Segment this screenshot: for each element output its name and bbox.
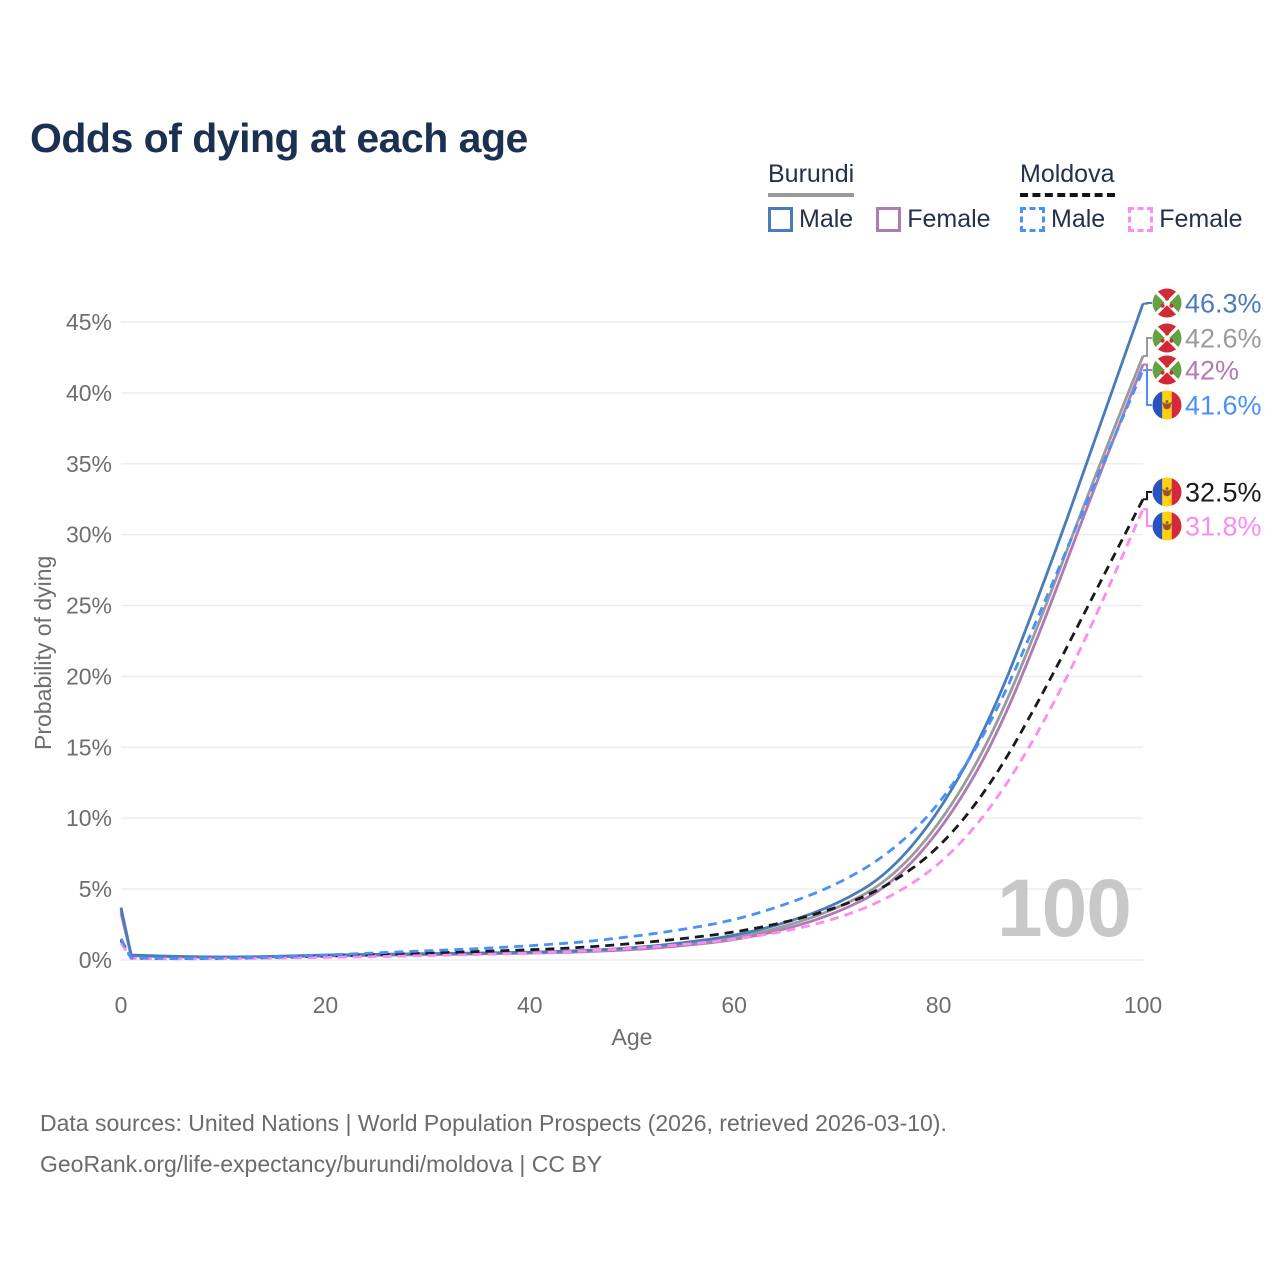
series-line-burundi-combined bbox=[119, 355, 1145, 959]
end-label-connector bbox=[1143, 369, 1152, 406]
y-tick-label: 15% bbox=[66, 734, 112, 760]
series-line-burundi-female bbox=[119, 363, 1145, 959]
legend-label-burundi-female: Female bbox=[907, 205, 991, 233]
y-tick-label: 35% bbox=[66, 451, 112, 477]
x-tick-label: 20 bbox=[313, 992, 339, 1018]
end-value-label-burundi-female: 42% bbox=[1185, 356, 1239, 386]
end-label-connector bbox=[1143, 491, 1152, 501]
x-tick-label: 40 bbox=[517, 992, 543, 1018]
moldova-male-swatch-icon bbox=[1020, 207, 1045, 232]
y-tick-label: 10% bbox=[66, 805, 112, 831]
series-line-moldova-male bbox=[119, 369, 1145, 960]
end-value-label-moldova-female: 31.8% bbox=[1185, 512, 1262, 542]
series-line-moldova-female bbox=[119, 508, 1145, 961]
moldova-flag-icon bbox=[1152, 477, 1182, 507]
legend-group-burundi: Burundi Male Female bbox=[768, 160, 991, 234]
burundi-flag-icon bbox=[1152, 355, 1182, 385]
burundi-flag-icon bbox=[1152, 288, 1182, 318]
y-axis-title: Probability of dying bbox=[30, 555, 56, 750]
legend-country-moldova: Moldova bbox=[1020, 160, 1115, 197]
legend-item-moldova-male[interactable]: Male bbox=[1020, 205, 1105, 234]
y-tick-label: 45% bbox=[66, 309, 112, 335]
x-axis-title: Age bbox=[611, 1024, 653, 1050]
footer-url-license: GeoRank.org/life-expectancy/burundi/mold… bbox=[40, 1151, 603, 1177]
x-tick-label: 100 bbox=[1124, 992, 1162, 1018]
legend-label-burundi-male: Male bbox=[799, 205, 854, 233]
end-value-label-moldova-combined: 32.5% bbox=[1185, 478, 1262, 508]
end-label-connector bbox=[1143, 508, 1152, 527]
footer-data-sources: Data sources: United Nations | World Pop… bbox=[40, 1110, 947, 1136]
legend-label-moldova-male: Male bbox=[1051, 205, 1106, 233]
y-tick-label: 30% bbox=[66, 522, 112, 548]
burundi-male-swatch-icon bbox=[768, 207, 793, 232]
hover-age-watermark: 100 bbox=[997, 863, 1132, 954]
y-tick-label: 0% bbox=[79, 947, 112, 973]
legend-label-moldova-female: Female bbox=[1159, 205, 1243, 233]
legend-group-moldova: Moldova Male Female bbox=[1020, 160, 1243, 234]
y-tick-label: 20% bbox=[66, 663, 112, 689]
y-tick-label: 5% bbox=[79, 876, 112, 902]
legend-item-burundi-female[interactable]: Female bbox=[876, 205, 991, 234]
burundi-flag-icon bbox=[1152, 323, 1182, 353]
x-tick-label: 60 bbox=[721, 992, 747, 1018]
y-tick-label: 25% bbox=[66, 593, 112, 619]
end-label-connector bbox=[1143, 337, 1152, 357]
series-line-moldova-combined bbox=[119, 498, 1145, 961]
burundi-female-swatch-icon bbox=[876, 207, 902, 232]
end-value-label-burundi-male: 46.3% bbox=[1185, 289, 1262, 319]
end-value-label-burundi-combined: 42.6% bbox=[1185, 324, 1262, 354]
y-tick-label: 40% bbox=[66, 380, 112, 406]
end-label-connector bbox=[1143, 363, 1152, 371]
page-title: Odds of dying at each age bbox=[30, 115, 528, 162]
legend-item-moldova-female[interactable]: Female bbox=[1128, 205, 1243, 234]
end-value-label-moldova-male: 41.6% bbox=[1185, 391, 1262, 421]
moldova-female-swatch-icon bbox=[1128, 207, 1154, 232]
series-line-burundi-male bbox=[119, 303, 1145, 959]
moldova-flag-icon bbox=[1152, 511, 1182, 541]
x-tick-label: 80 bbox=[926, 992, 952, 1018]
footer-attribution: Data sources: United Nations | World Pop… bbox=[40, 1103, 947, 1185]
legend-item-burundi-male[interactable]: Male bbox=[768, 205, 853, 234]
moldova-flag-icon bbox=[1152, 390, 1182, 420]
x-tick-label: 0 bbox=[115, 992, 128, 1018]
legend-country-burundi: Burundi bbox=[768, 160, 855, 197]
end-label-connector bbox=[1143, 302, 1152, 305]
